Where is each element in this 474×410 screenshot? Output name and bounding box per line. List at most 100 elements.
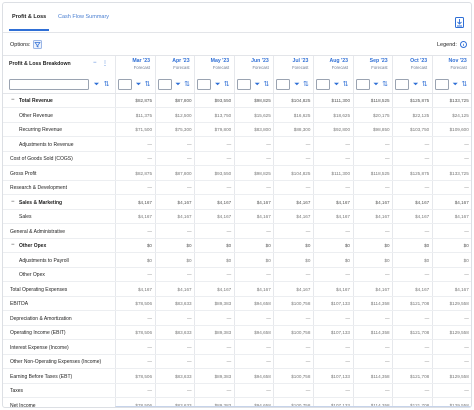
horizontal-scrollbar[interactable]: [115, 406, 471, 407]
value-cell[interactable]: $133,725: [449, 170, 469, 176]
options-button[interactable]: [33, 40, 42, 49]
value-cell[interactable]: $0: [226, 243, 232, 248]
value-cell[interactable]: $121,708: [410, 330, 430, 335]
value-cell[interactable]: —: [385, 344, 390, 350]
value-cell[interactable]: $0: [305, 257, 311, 263]
value-cell[interactable]: —: [226, 185, 232, 190]
value-cell[interactable]: $89,383: [214, 402, 232, 408]
value-cell[interactable]: —: [424, 228, 430, 234]
value-cell[interactable]: $4,167: [375, 286, 390, 292]
value-cell[interactable]: —: [345, 141, 350, 147]
filter-icon[interactable]: ⏷: [93, 81, 100, 88]
value-cell[interactable]: —: [464, 156, 469, 161]
table-row[interactable]: EBITDA $78,506 $83,633 $89,383 $94,658 $100,7…: [3, 297, 471, 311]
value-cell[interactable]: —: [385, 228, 390, 234]
value-cell[interactable]: —: [305, 315, 311, 321]
label-filter-input[interactable]: [9, 79, 89, 90]
value-cell[interactable]: —: [147, 388, 152, 393]
value-cell[interactable]: $0: [305, 243, 311, 248]
value-cell[interactable]: —: [424, 141, 430, 147]
value-cell[interactable]: $107,133: [330, 402, 350, 408]
month-header[interactable]: Oct '23 Forecast: [392, 58, 430, 70]
value-cell[interactable]: $4,167: [137, 286, 152, 292]
value-cell[interactable]: $107,133: [330, 373, 350, 379]
value-cell[interactable]: $4,167: [454, 199, 469, 205]
value-cell[interactable]: $114,358: [370, 402, 390, 408]
value-cell[interactable]: —: [385, 272, 390, 277]
value-cell[interactable]: $133,725: [449, 98, 469, 103]
collapse-toggle-icon[interactable]: −: [11, 242, 15, 248]
table-row[interactable]: Interest Expense (Income) — — — — — — — — —: [3, 341, 471, 355]
value-cell[interactable]: $87,800: [174, 170, 192, 176]
value-cell[interactable]: $20,175: [372, 112, 390, 118]
value-cell[interactable]: $0: [265, 257, 271, 263]
value-cell[interactable]: $94,658: [254, 330, 271, 335]
value-cell[interactable]: —: [464, 141, 469, 147]
sort-icon[interactable]: ⇅: [103, 81, 110, 88]
value-cell[interactable]: $129,558: [449, 402, 469, 408]
value-cell[interactable]: $4,167: [375, 199, 390, 205]
value-cell[interactable]: $121,708: [410, 373, 430, 379]
table-row[interactable]: Research & Development — — — — — — — — —: [3, 181, 471, 195]
value-cell[interactable]: —: [424, 388, 430, 393]
table-row[interactable]: Sales $4,167 $4,167 $4,167 $4,167 $4,167 $4,16…: [3, 210, 471, 224]
value-cell[interactable]: —: [226, 272, 232, 277]
value-cell[interactable]: $0: [146, 257, 152, 263]
value-cell[interactable]: $82,875: [135, 170, 152, 176]
table-row[interactable]: Total Operating Expenses $4,167 $4,167 $4,1…: [3, 283, 471, 297]
column-filter-input[interactable]: [276, 79, 291, 90]
value-cell[interactable]: —: [345, 156, 350, 161]
value-cell[interactable]: $111,300: [331, 98, 350, 103]
value-cell[interactable]: $4,167: [256, 214, 271, 219]
value-cell[interactable]: $4,167: [137, 199, 152, 205]
value-cell[interactable]: —: [305, 272, 311, 277]
value-cell[interactable]: $92,800: [333, 127, 350, 132]
column-filter-input[interactable]: [316, 79, 330, 90]
value-cell[interactable]: —: [424, 185, 430, 190]
value-cell[interactable]: $4,167: [217, 199, 232, 205]
value-cell[interactable]: $100,758: [291, 402, 311, 408]
sort-icon[interactable]: ⇅: [421, 81, 428, 88]
table-row[interactable]: Gross Profit $82,875 $87,800 $93,550 $98,825…: [3, 167, 471, 181]
value-cell[interactable]: —: [464, 185, 469, 190]
month-header[interactable]: May '23 Forecast: [194, 58, 232, 70]
value-cell[interactable]: —: [385, 359, 390, 364]
value-cell[interactable]: $98,825: [254, 98, 271, 103]
value-cell[interactable]: —: [424, 359, 430, 364]
value-cell[interactable]: $0: [384, 257, 390, 263]
value-cell[interactable]: $109,600: [449, 127, 469, 132]
table-row[interactable]: Operating Income (EBIT) $78,506 $83,633 $89…: [3, 326, 471, 340]
column-filter-input[interactable]: [118, 79, 132, 90]
value-cell[interactable]: $4,167: [296, 214, 311, 219]
collapse-toggle-icon[interactable]: −: [11, 97, 15, 103]
value-cell[interactable]: —: [266, 344, 271, 350]
value-cell[interactable]: $100,758: [291, 301, 311, 306]
value-cell[interactable]: $83,633: [174, 330, 192, 335]
value-cell[interactable]: $22,125: [412, 112, 430, 118]
value-cell[interactable]: $0: [344, 257, 350, 263]
value-cell[interactable]: $0: [424, 243, 430, 248]
value-cell[interactable]: —: [187, 228, 192, 234]
table-row[interactable]: Earning Before Taxes (EBT) $78,506 $83,633…: [3, 370, 471, 384]
value-cell[interactable]: —: [464, 272, 469, 277]
value-cell[interactable]: $125,875: [410, 170, 430, 176]
value-cell[interactable]: $0: [226, 257, 232, 263]
value-cell[interactable]: —: [266, 185, 271, 190]
value-cell[interactable]: $94,658: [254, 402, 271, 408]
value-cell[interactable]: $94,658: [254, 301, 271, 306]
value-cell[interactable]: $78,506: [135, 373, 152, 379]
value-cell[interactable]: $83,633: [174, 373, 192, 379]
value-cell[interactable]: $83,633: [174, 301, 192, 306]
column-filter-input[interactable]: [395, 79, 410, 90]
value-cell[interactable]: $0: [186, 243, 192, 248]
value-cell[interactable]: $0: [463, 243, 469, 248]
value-cell[interactable]: —: [226, 344, 232, 350]
value-cell[interactable]: $125,875: [410, 98, 430, 103]
value-cell[interactable]: $18,625: [333, 112, 350, 118]
value-cell[interactable]: $121,708: [410, 301, 430, 306]
value-cell[interactable]: $4,167: [177, 199, 192, 205]
value-cell[interactable]: $78,506: [135, 330, 152, 335]
value-cell[interactable]: —: [424, 315, 430, 321]
value-cell[interactable]: —: [305, 388, 311, 393]
value-cell[interactable]: —: [187, 156, 192, 161]
